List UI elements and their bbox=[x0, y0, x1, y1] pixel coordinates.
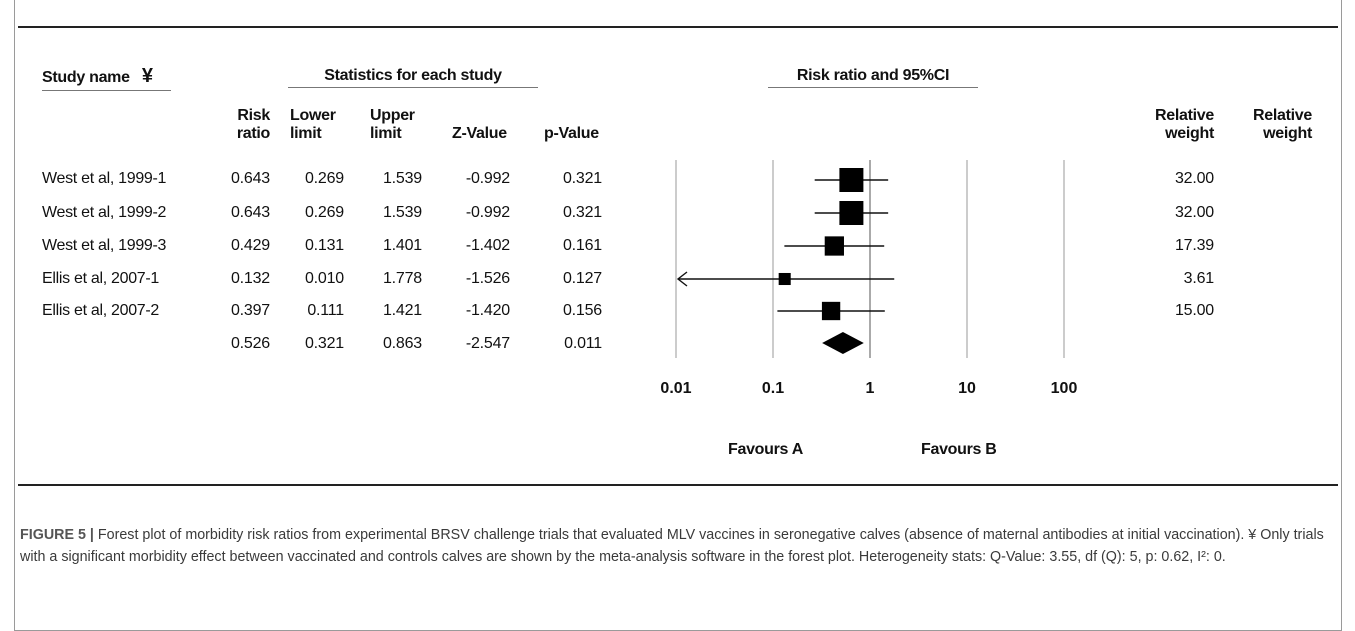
relative-weight-2-line2: weight bbox=[1263, 125, 1312, 142]
plot-group-header: Risk ratio and 95%CI bbox=[768, 67, 978, 88]
p-value-header: p-Value bbox=[544, 125, 599, 142]
upper-limit-value: 1.778 bbox=[382, 270, 422, 287]
relative-weight-header-1: Relative weight bbox=[1134, 107, 1214, 143]
study-marker bbox=[839, 201, 864, 225]
lower-limit-header-line1: Lower bbox=[290, 107, 336, 124]
study-name: Ellis et al, 2007-1 bbox=[42, 270, 160, 287]
relative-weight-2-line1: Relative bbox=[1253, 107, 1312, 124]
lower-limit-header-line2: limit bbox=[290, 125, 322, 142]
z-value: -1.402 bbox=[465, 237, 510, 254]
study-name-header: Study name ¥ bbox=[42, 65, 171, 91]
relative-weight-1-line1: Relative bbox=[1155, 107, 1214, 124]
study-name: West et al, 1999-2 bbox=[42, 204, 167, 221]
study-marker bbox=[839, 168, 864, 192]
z-value: -0.992 bbox=[465, 204, 510, 221]
lower-limit-value: 0.010 bbox=[304, 270, 344, 287]
z-value: -1.526 bbox=[465, 270, 510, 287]
top-rule bbox=[18, 26, 1338, 28]
relative-weight-value: 15.00 bbox=[1174, 302, 1214, 319]
caption-label: FIGURE 5 | bbox=[20, 527, 94, 543]
relative-weight-header-2: Relative weight bbox=[1232, 107, 1312, 143]
upper-limit-header-line2: limit bbox=[370, 125, 402, 142]
p-value: 0.127 bbox=[562, 270, 602, 287]
risk-ratio-value: 0.643 bbox=[230, 170, 270, 187]
z-value: -0.992 bbox=[465, 170, 510, 187]
relative-weight-1-line2: weight bbox=[1165, 125, 1214, 142]
p-value: 0.321 bbox=[562, 204, 602, 221]
upper-limit-value: 1.539 bbox=[382, 170, 422, 187]
risk-ratio-value: 0.132 bbox=[230, 270, 270, 287]
study-name: West et al, 1999-1 bbox=[42, 170, 167, 187]
study-marker bbox=[821, 301, 841, 321]
z-value-header: Z-Value bbox=[452, 125, 507, 142]
study-marker bbox=[778, 272, 791, 286]
relative-weight-value: 3.61 bbox=[1183, 270, 1215, 287]
forest-plot: 0.01 0.1 1 10 100 bbox=[660, 160, 1078, 397]
z-value: -1.420 bbox=[465, 302, 510, 319]
tick-label-1: 1 bbox=[866, 380, 875, 397]
risk-ratio-value: 0.397 bbox=[230, 302, 270, 319]
study-name-mark: ¥ bbox=[141, 65, 153, 87]
study-name: West et al, 1999-3 bbox=[42, 237, 167, 254]
risk-ratio-header: Risk ratio bbox=[226, 107, 270, 143]
p-value: 0.161 bbox=[562, 237, 602, 254]
upper-limit-value: 1.421 bbox=[382, 302, 422, 319]
risk-ratio-value: 0.429 bbox=[230, 237, 270, 254]
summary-risk-ratio: 0.526 bbox=[230, 335, 270, 352]
lower-limit-value: 0.269 bbox=[304, 204, 344, 221]
lower-limit-value: 0.131 bbox=[304, 237, 344, 254]
risk-ratio-value: 0.643 bbox=[230, 204, 270, 221]
lower-limit-value: 0.111 bbox=[307, 302, 344, 319]
study-name: Ellis et al, 2007-2 bbox=[42, 302, 160, 319]
upper-limit-header: Upper limit bbox=[370, 107, 430, 143]
summary-upper-limit: 0.863 bbox=[382, 335, 422, 352]
bottom-rule bbox=[18, 484, 1338, 486]
tick-label-0.1: 0.1 bbox=[762, 380, 784, 397]
upper-limit-value: 1.539 bbox=[382, 204, 422, 221]
relative-weight-value: 32.00 bbox=[1174, 204, 1214, 221]
tick-label-10: 10 bbox=[958, 380, 976, 397]
p-value: 0.321 bbox=[562, 170, 602, 187]
study-name-label: Study name bbox=[42, 69, 130, 86]
summary-lower-limit: 0.321 bbox=[304, 335, 344, 352]
relative-weight-value: 32.00 bbox=[1174, 170, 1214, 187]
caption-text: Forest plot of morbidity risk ratios fro… bbox=[20, 527, 1324, 565]
lower-limit-header: Lower limit bbox=[290, 107, 350, 143]
risk-ratio-header-line1: Risk bbox=[237, 107, 270, 124]
p-value: 0.156 bbox=[562, 302, 602, 319]
ci-arrow bbox=[676, 271, 688, 287]
relative-weight-value: 17.39 bbox=[1174, 237, 1214, 254]
stats-group-header: Statistics for each study bbox=[288, 67, 538, 88]
summary-p-value: 0.011 bbox=[564, 335, 602, 352]
risk-ratio-header-line2: ratio bbox=[236, 125, 270, 142]
tick-label-0.01: 0.01 bbox=[660, 380, 691, 397]
study-marker bbox=[824, 236, 844, 256]
summary-diamond bbox=[822, 332, 864, 354]
upper-limit-value: 1.401 bbox=[382, 237, 422, 254]
tick-label-100: 100 bbox=[1051, 380, 1078, 397]
favours-a-label: Favours A bbox=[728, 441, 803, 458]
summary-z-value: -2.547 bbox=[465, 335, 510, 352]
figure-caption: FIGURE 5 | Forest plot of morbidity risk… bbox=[20, 524, 1335, 568]
lower-limit-value: 0.269 bbox=[304, 170, 344, 187]
favours-b-label: Favours B bbox=[921, 441, 997, 458]
upper-limit-header-line1: Upper bbox=[370, 107, 415, 124]
